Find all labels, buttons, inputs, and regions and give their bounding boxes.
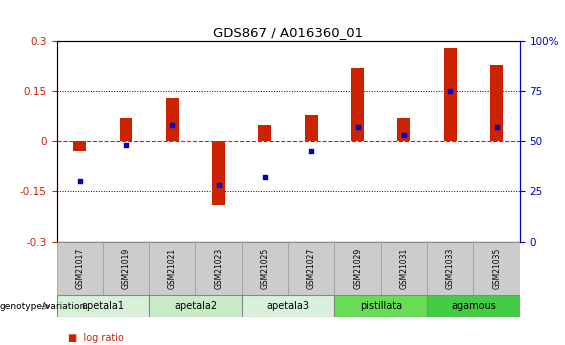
Text: GSM21021: GSM21021 [168,248,177,289]
Bar [166,98,179,141]
Bar [427,241,473,295]
Point [446,89,455,94]
Bar [381,241,427,295]
Title: GDS867 / A016360_01: GDS867 / A016360_01 [213,26,363,39]
Text: GSM21033: GSM21033 [446,248,455,289]
Point [168,123,177,128]
Point [492,125,501,130]
Bar [120,118,132,141]
Text: GSM21029: GSM21029 [353,248,362,289]
Bar [334,241,381,295]
Bar [351,68,364,141]
Bar [103,241,149,295]
Bar [490,65,503,141]
Text: GSM21031: GSM21031 [399,248,408,289]
Bar [242,295,334,317]
Bar [195,241,242,295]
Text: apetala2: apetala2 [174,301,217,311]
Text: apetala3: apetala3 [267,301,310,311]
Text: GSM21017: GSM21017 [75,248,84,289]
Bar [334,295,427,317]
Point [214,183,223,188]
Text: genotype/variation: genotype/variation [0,302,86,311]
Point [399,133,408,138]
Bar [288,241,334,295]
Bar [149,295,242,317]
Bar [56,295,149,317]
Point [121,143,131,148]
Bar [259,125,271,141]
Bar [398,118,410,141]
Bar [427,295,520,317]
Text: ■  log ratio: ■ log ratio [68,333,124,343]
Bar [149,241,195,295]
Text: apetala1: apetala1 [81,301,124,311]
Bar [473,241,520,295]
Bar [73,141,86,151]
Bar [242,241,288,295]
Text: pistillata: pistillata [360,301,402,311]
Bar [444,48,457,141]
Bar [212,141,225,205]
Point [307,149,316,154]
Text: GSM21023: GSM21023 [214,248,223,289]
Point [260,175,270,180]
Text: GSM21027: GSM21027 [307,248,316,289]
Text: agamous: agamous [451,301,496,311]
Bar [56,241,103,295]
Text: GSM21035: GSM21035 [492,248,501,289]
Text: GSM21019: GSM21019 [121,248,131,289]
Point [75,179,84,184]
Text: GSM21025: GSM21025 [260,248,270,289]
Bar [305,115,318,141]
Point [353,125,362,130]
